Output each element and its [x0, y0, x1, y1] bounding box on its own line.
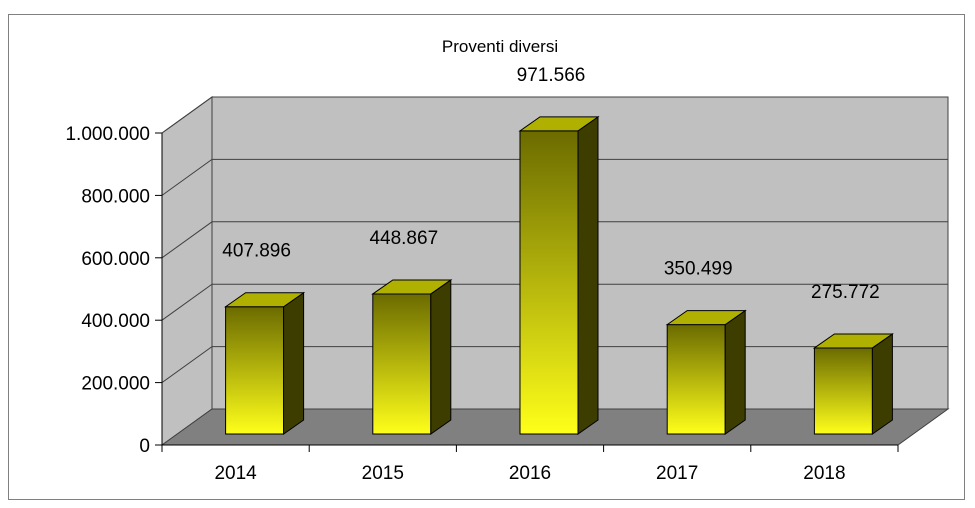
- gridlines: [155, 96, 948, 446]
- bar-side: [871, 332, 893, 435]
- data-label: 275.772: [811, 282, 880, 303]
- y-tick-label: 800.000: [81, 186, 150, 207]
- bar-2014: [224, 291, 306, 435]
- data-labels: 407.896 448.867 971.566 350.499 275.772: [222, 65, 879, 303]
- bar-front: [666, 324, 726, 435]
- bar-2017: [665, 309, 747, 435]
- x-tick-label: 2016: [509, 463, 551, 484]
- y-tick-label: 400.000: [81, 311, 150, 332]
- x-tick-label: 2015: [362, 463, 404, 484]
- axes: [161, 133, 898, 446]
- data-label: 448.867: [369, 228, 438, 249]
- y-tick-labels: 0 200.000 400.000 600.000 800.000 1.000.000: [65, 124, 150, 457]
- x-tick-label: 2014: [214, 463, 257, 484]
- bar-2018: [812, 332, 894, 435]
- bar-side: [577, 115, 599, 435]
- chart-title: Proventi diversi: [442, 37, 558, 56]
- gridline: [161, 158, 948, 196]
- bar-top: [812, 333, 894, 349]
- bar-front: [372, 293, 432, 435]
- bar-top: [371, 279, 453, 295]
- y-tick-label: 600.000: [81, 249, 150, 270]
- bar-front: [225, 306, 285, 435]
- data-label: 971.566: [517, 65, 586, 86]
- gridline: [161, 96, 948, 134]
- bar-side: [283, 291, 305, 435]
- y-tick-label: 0: [139, 436, 150, 457]
- bars: [224, 115, 894, 435]
- bar-2016: [518, 115, 600, 435]
- bar-2015: [371, 278, 453, 435]
- x-tick-label: 2017: [656, 463, 698, 484]
- bar-side: [430, 278, 452, 435]
- x-tick-label: 2018: [803, 463, 845, 484]
- data-label: 407.896: [222, 241, 291, 262]
- side-wall: [161, 96, 213, 446]
- bar-side: [724, 309, 746, 435]
- bar-top: [518, 116, 600, 132]
- data-label: 350.499: [664, 259, 733, 280]
- bar-front: [519, 130, 579, 435]
- category-labels: 2014 2015 2016 2017 2018: [161, 445, 899, 484]
- bar-front: [813, 347, 873, 435]
- bar-top: [224, 292, 306, 308]
- gridline: [161, 221, 948, 259]
- y-tick-label: 1.000.000: [65, 124, 150, 145]
- gridline: [161, 283, 948, 321]
- bar-top: [665, 310, 747, 326]
- y-tick-label: 200.000: [81, 374, 150, 395]
